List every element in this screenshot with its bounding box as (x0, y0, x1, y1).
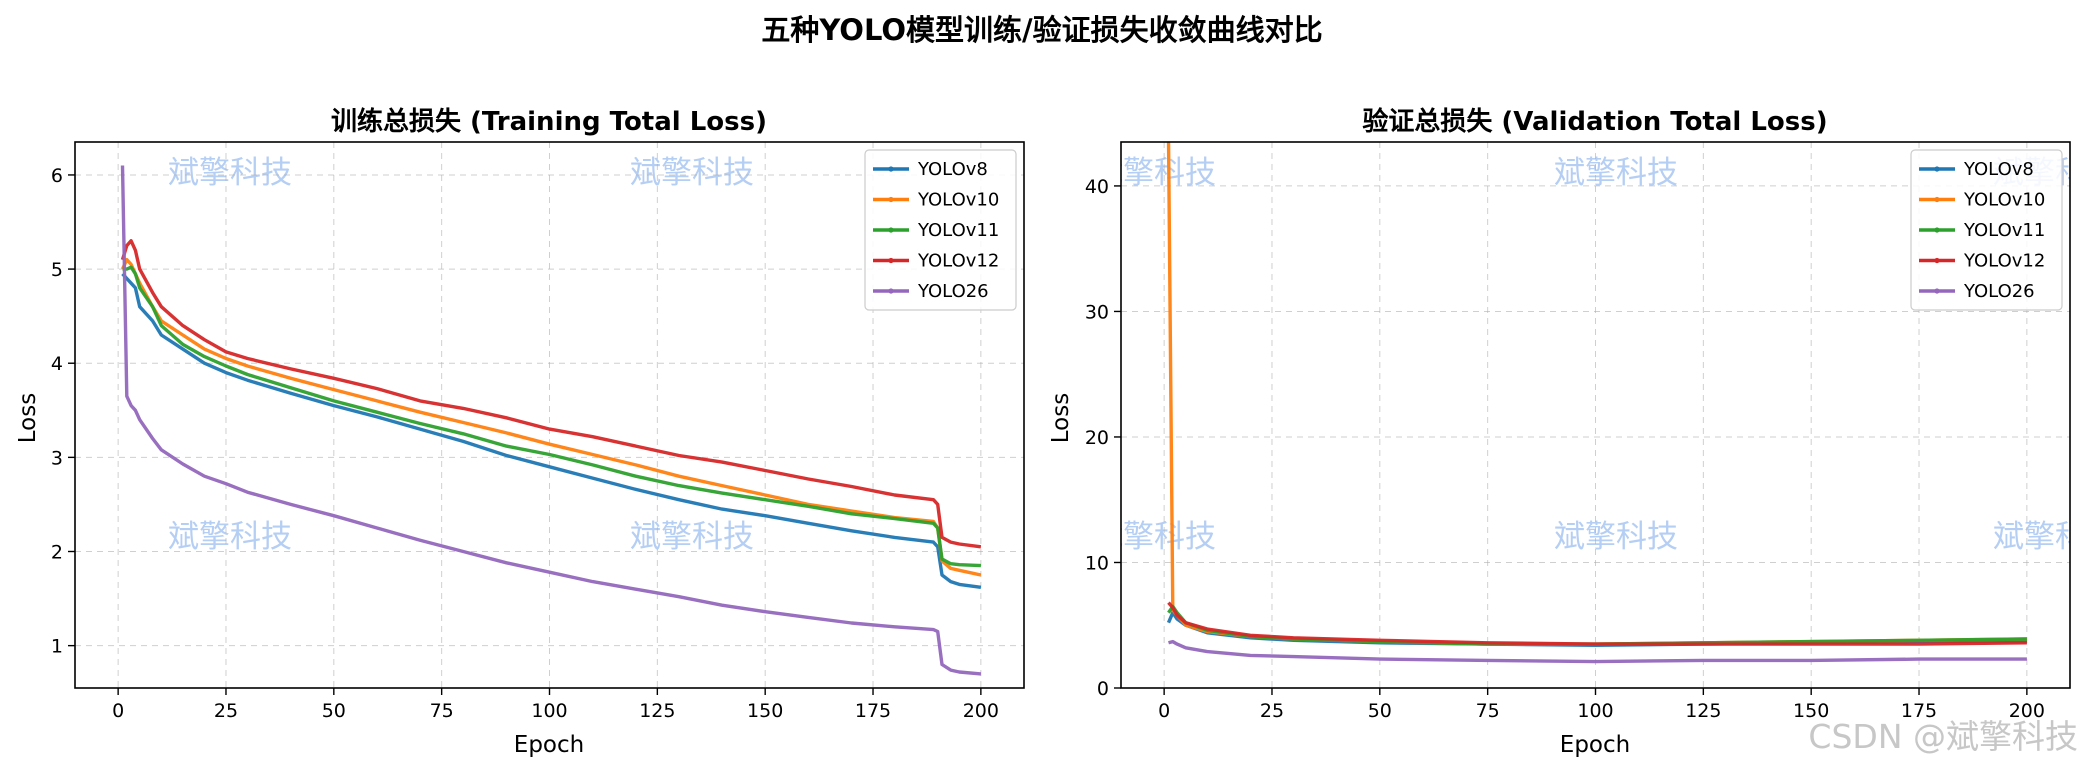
x-tick-label: 75 (1476, 700, 1500, 722)
training-loss-panel: 训练总损失 (Training Total Loss) Epoch Loss 斌… (15, 106, 1025, 758)
x-tick-label: 100 (1577, 700, 1613, 722)
legend-marker (888, 196, 894, 203)
legend-label: YOLOv8 (917, 159, 988, 180)
x-tick-label: 175 (1901, 700, 1937, 722)
x-tick-label: 50 (322, 700, 346, 722)
x-tick-label: 25 (1260, 700, 1284, 722)
x-tick-label: 100 (531, 700, 567, 722)
legend-marker (1934, 257, 1940, 264)
y-tick-label: 20 (1085, 427, 1109, 449)
watermark-text: 斌擎科技 (1554, 155, 1678, 191)
y-tick-label: 30 (1085, 301, 1109, 323)
x-tick-label: 0 (1158, 700, 1170, 722)
x-tick-label: 175 (855, 700, 891, 722)
watermark-text: 斌擎科技 (168, 519, 292, 555)
x-tick-label: 50 (1368, 700, 1392, 722)
legend-label: YOLOv10 (1963, 190, 2045, 211)
series-line-yolov10 (1166, 142, 2027, 646)
y-tick-label: 40 (1085, 176, 1109, 198)
validation-x-axis-label: Epoch (1560, 732, 1630, 758)
x-tick-label: 200 (2009, 700, 2045, 722)
watermark-text: 斌擎科技 (168, 155, 292, 191)
legend-box (864, 149, 1017, 311)
y-tick-label: 6 (51, 165, 63, 187)
legend-label: YOLOv10 (917, 190, 999, 211)
y-tick-label: 0 (1097, 678, 1109, 700)
watermark-text: 斌擎科技 (630, 519, 754, 555)
series-line-yolov12 (1167, 601, 2027, 646)
x-tick-label: 125 (639, 700, 675, 722)
series-line-yolo26 (120, 165, 982, 676)
legend-label: YOLO26 (1963, 281, 2035, 302)
watermark-text: 斌擎科技 (1554, 519, 1678, 555)
legend-marker (1934, 227, 1940, 233)
legend-label: YOLOv12 (917, 251, 999, 272)
legend-marker (888, 288, 894, 294)
training-y-axis-label: Loss (15, 393, 41, 443)
legend-marker (888, 227, 894, 233)
validation-loss-title: 验证总损失 (Validation Total Loss) (1362, 106, 1827, 137)
series-line-yolo26 (1168, 639, 2027, 664)
x-tick-label: 125 (1685, 700, 1721, 722)
y-tick-label: 5 (51, 259, 63, 281)
legend-marker (1934, 166, 1940, 172)
watermark-text: 斌擎科技 (1092, 519, 1216, 555)
y-tick-label: 3 (51, 447, 63, 469)
legend-label: YOLOv12 (1963, 251, 2045, 272)
legend-label: YOLOv8 (1963, 159, 2034, 180)
validation-y-axis-label: Loss (1048, 393, 1074, 443)
series-line-yolov11 (122, 265, 981, 568)
axes-frame (74, 141, 1025, 689)
validation-loss-panel: 验证总损失 (Validation Total Loss) Epoch Loss… (1048, 106, 2085, 758)
series-group (1166, 142, 2027, 664)
figure-suptitle: 五种YOLO模型训练/验证损失收敛曲线对比 (761, 13, 1322, 47)
legend-box (1910, 149, 2063, 311)
series-line-yolov12 (120, 239, 982, 549)
watermark-text: 斌擎科技 (1993, 519, 2085, 555)
csdn-watermark: CSDN @斌擎科技 (1808, 717, 2078, 756)
x-tick-label: 150 (747, 700, 783, 722)
x-tick-label: 0 (112, 700, 124, 722)
x-tick-label: 75 (430, 700, 454, 722)
series-group (120, 165, 982, 676)
legend-label: YOLOv11 (917, 220, 999, 241)
x-tick-label: 25 (214, 700, 238, 722)
legend-marker (888, 257, 894, 264)
axes-frame (1120, 141, 2071, 689)
y-tick-label: 4 (51, 353, 63, 375)
x-tick-label: 150 (1793, 700, 1829, 722)
y-tick-label: 10 (1085, 552, 1109, 574)
x-tick-label: 200 (963, 700, 999, 722)
legend-label: YOLO26 (917, 281, 989, 302)
training-loss-title: 训练总损失 (Training Total Loss) (331, 106, 767, 137)
legend-marker (1934, 196, 1940, 203)
series-line-yolov8 (121, 272, 982, 589)
training-x-axis-label: Epoch (514, 732, 584, 758)
legend-label: YOLOv11 (1963, 220, 2045, 241)
watermark-text: 斌擎科技 (630, 155, 754, 191)
legend-marker (888, 166, 894, 172)
legend-marker (1934, 288, 1940, 294)
y-tick-label: 2 (51, 542, 63, 564)
y-tick-label: 1 (51, 636, 63, 658)
